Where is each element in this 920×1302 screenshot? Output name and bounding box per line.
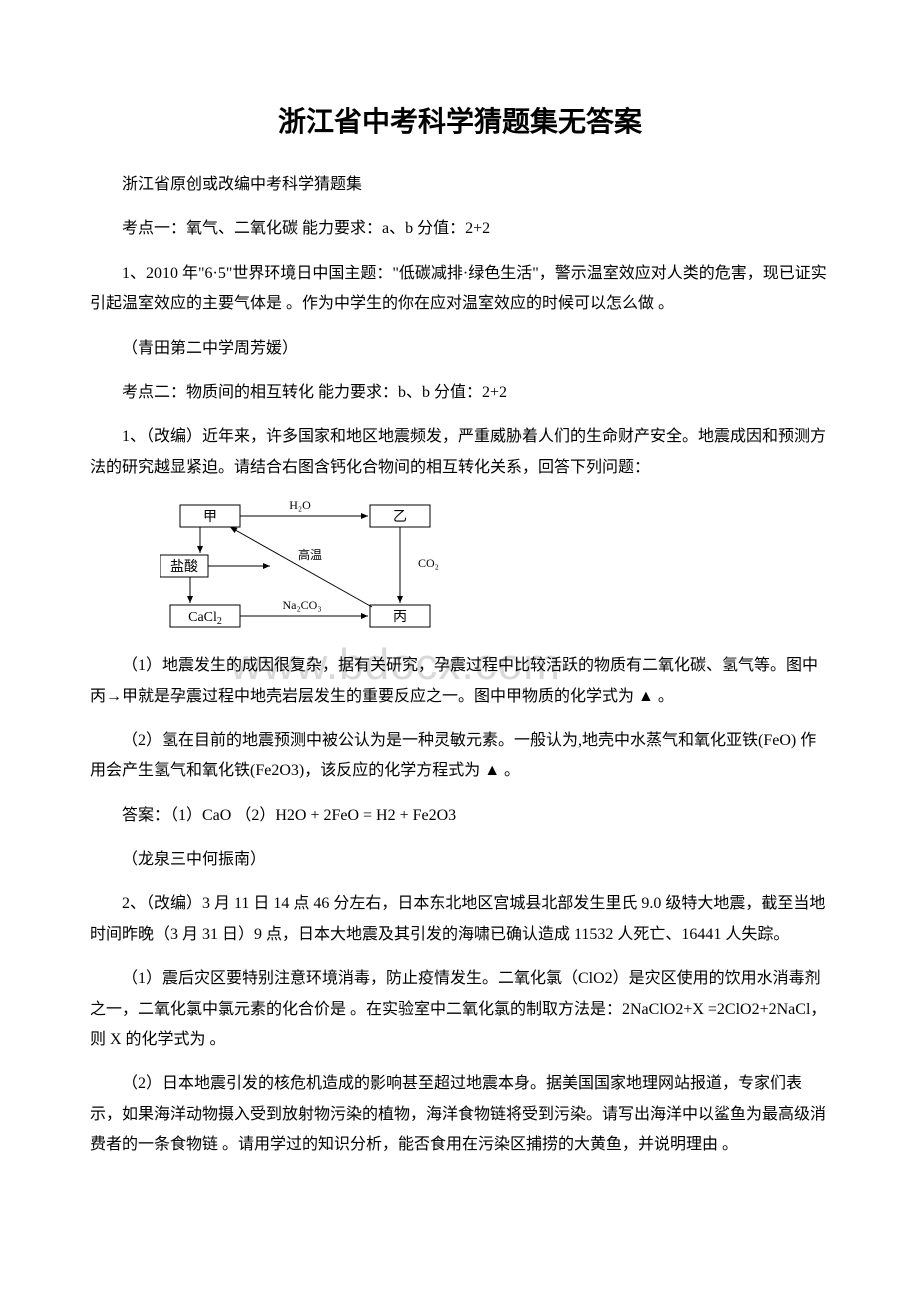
diagram-label-h2o: H₂O	[289, 498, 311, 512]
paragraph-q2-1: （1）地震发生的成因很复杂，据有关研究，孕震过程中比较活跃的物质有二氧化碳、氢气…	[90, 651, 830, 712]
diagram-box-yi: 乙	[393, 509, 407, 525]
diagram-box-jia: 甲	[203, 510, 217, 525]
chemistry-diagram: 甲 乙 盐酸 CaCl2 丙 H₂O 高温 CO₂	[160, 497, 620, 637]
paragraph-author2: （龙泉三中何振南）	[90, 845, 830, 875]
diagram-label-na2co3: Na₂CO₃	[282, 598, 321, 612]
diagram-box-cacl2: CaCl2	[188, 610, 222, 627]
page-title: 浙江省中考科学猜题集无答案	[90, 100, 830, 140]
diagram-label-gaowen: 高温	[298, 547, 322, 562]
diagram-box-bing: 丙	[393, 610, 407, 625]
paragraph-q1: 1、2010 年"6·5"世界环境日中国主题："低碳减排·绿色生活"，警示温室效…	[90, 259, 830, 320]
paragraph-q3-1: （1）震后灾区要特别注意环境消毒，防止疫情发生。二氧化氯（ClO2）是灾区使用的…	[90, 964, 830, 1055]
paragraph-intro: 浙江省原创或改编中考科学猜题集	[90, 170, 830, 200]
diagram-label-co2: CO₂	[418, 556, 439, 570]
paragraph-author1: （青田第二中学周芳媛）	[90, 334, 830, 364]
paragraph-q2-2: （2）氢在目前的地震预测中被公认为是一种灵敏元素。一般认为,地壳中水蒸气和氧化亚…	[90, 726, 830, 787]
paragraph-answer: 答案：（1）CaO （2）H2O + 2FeO = H2 + Fe2O3	[90, 801, 830, 831]
diagram-box-yansuan: 盐酸	[170, 559, 198, 575]
paragraph-topic1: 考点一：氧气、二氧化碳 能力要求：a、b 分值：2+2	[90, 214, 830, 244]
paragraph-q3-2: （2）日本地震引发的核危机造成的影响甚至超过地震本身。据美国国家地理网站报道，专…	[90, 1069, 830, 1160]
paragraph-q3-intro: 2、（改编）3 月 11 日 14 点 46 分左右，日本东北地区宫城县北部发生…	[90, 889, 830, 950]
paragraph-topic2: 考点二：物质间的相互转化 能力要求：b、b 分值：2+2	[90, 378, 830, 408]
paragraph-q2-intro: 1、（改编）近年来，许多国家和地区地震频发，严重威胁着人们的生命财产安全。地震成…	[90, 422, 830, 483]
document-content: 浙江省中考科学猜题集无答案 浙江省原创或改编中考科学猜题集 考点一：氧气、二氧化…	[90, 100, 830, 1161]
